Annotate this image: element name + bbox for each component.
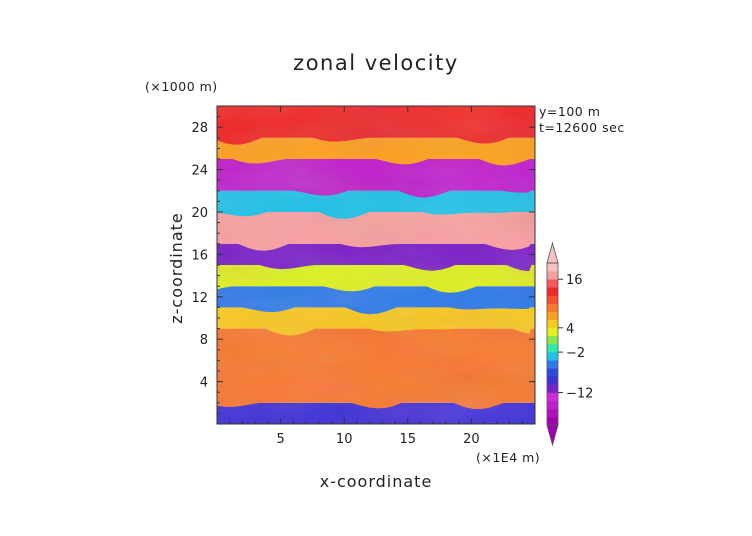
x-tick-label: 15: [400, 432, 417, 447]
colorbar: 16 4 −2 −12: [546, 241, 593, 447]
colorbar-tick-label: −12: [566, 387, 593, 402]
colorbar-segment: [547, 327, 558, 337]
colorbar-min-triangle: [546, 424, 559, 447]
colorbar-segment: [547, 416, 558, 426]
colorbar-segment: [547, 400, 558, 410]
colorbar-frame: [546, 262, 559, 426]
colorbar-segment: [547, 344, 558, 353]
y-tick-label: 8: [200, 333, 208, 348]
colorbar-segment: [547, 287, 558, 296]
heatmap-noise: [217, 106, 535, 424]
colorbar-tick-label: 16: [566, 273, 583, 288]
colorbar-segment: [547, 311, 558, 320]
chart-title: zonal velocity: [293, 51, 459, 75]
y-axis: 4 8 12 16 20 24 28: [191, 116, 535, 414]
x-axis-label: x-coordinate: [320, 472, 433, 491]
y-tick-label: 20: [191, 206, 208, 221]
colorbar-segment: [547, 368, 558, 377]
colorbar-segment: [547, 384, 558, 393]
colorbar-segment: [547, 271, 558, 280]
x-axis: 5 10 15 20: [229, 106, 523, 447]
colorbar-segment: [547, 335, 558, 345]
heatmap-texture: [217, 106, 535, 424]
y-tick-label: 4: [200, 376, 208, 391]
y-unit-label: (×1000 m): [145, 79, 218, 94]
colorbar-segment: [547, 392, 558, 401]
x-tick-label: 5: [276, 432, 284, 447]
colorbar-segment: [547, 408, 558, 418]
colorbar-segment: [547, 360, 558, 369]
y-tick-label: 16: [191, 248, 208, 263]
colorbar-max-triangle: [546, 241, 559, 264]
y-tick-label: 24: [191, 164, 208, 179]
x-tick-label: 10: [336, 432, 353, 447]
colorbar-segment: [547, 295, 558, 304]
colorbar-segment: [547, 319, 558, 329]
x-unit-label: (×1E4 m): [476, 450, 540, 465]
y-axis-label: z-coordinate: [167, 212, 186, 324]
colorbar-segment: [547, 376, 558, 385]
annotation-t: t=12600 sec: [539, 120, 625, 135]
colorbar-segment: [547, 352, 558, 361]
colorbar-segment: [547, 303, 558, 312]
colorbar-tick-label: 4: [566, 322, 574, 337]
y-tick-label: 28: [191, 121, 208, 136]
colorbar-segment: [547, 279, 558, 288]
colorbar-tick-label: −2: [566, 346, 585, 361]
colorbar-segment: [547, 263, 558, 272]
annotation-y: y=100 m: [539, 104, 600, 119]
y-tick-label: 12: [191, 291, 208, 306]
x-tick-label: 20: [463, 432, 480, 447]
